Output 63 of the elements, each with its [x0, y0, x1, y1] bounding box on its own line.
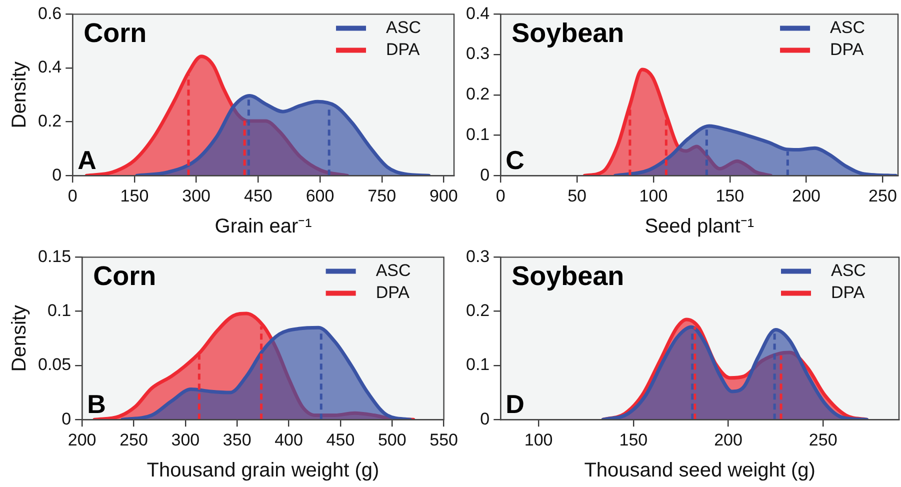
x-tick-label: 550: [430, 430, 458, 450]
chart-title: Soybean: [512, 261, 624, 292]
y-tick-label: 0: [480, 409, 490, 428]
legend-label: DPA: [386, 40, 420, 59]
y-tick-label: 0: [480, 165, 490, 184]
x-axis-title: Thousand seed weight (g): [584, 460, 816, 482]
legend-label: ASC: [830, 18, 865, 37]
x-tick-label: 250: [120, 430, 148, 450]
annotation: B: [87, 388, 106, 419]
x-tick-label: 450: [326, 430, 355, 450]
x-tick-label: 150: [716, 186, 744, 206]
y-tick-label: 0.4: [38, 58, 62, 77]
y-tick-label: 0.2: [466, 301, 490, 320]
x-axis-title: Thousand grain weight (g): [146, 460, 380, 482]
x-tick-label: 600: [306, 186, 334, 206]
x-tick-label: 150: [619, 430, 648, 450]
y-tick-label: 0.1: [466, 355, 490, 374]
x-tick-label: 900: [430, 186, 458, 206]
legend-label: DPA: [376, 282, 410, 302]
x-tick-label: 200: [68, 430, 96, 450]
y-tick-label: 0.05: [38, 355, 72, 374]
x-tick-label: 50: [568, 186, 587, 206]
x-tick-label: 450: [244, 186, 272, 206]
x-tick-label: 150: [120, 186, 149, 206]
x-axis-title: Grain ear⁻¹: [214, 216, 312, 238]
y-tick-label: 0.4: [466, 4, 490, 23]
x-tick-label: 400: [274, 430, 303, 450]
y-axis-title: Density: [8, 62, 31, 128]
chart-title: Corn: [84, 18, 147, 48]
legend-label: ASC: [831, 260, 866, 280]
x-tick-label: 100: [639, 186, 668, 206]
legend-label: ASC: [376, 260, 411, 280]
x-tick-label: 750: [368, 186, 396, 206]
x-tick-label: 200: [792, 186, 821, 206]
y-tick-label: 0.3: [466, 44, 490, 64]
y-axis-title: Density: [8, 305, 31, 372]
x-tick-label: 250: [808, 430, 838, 450]
x-tick-label: 0: [496, 186, 506, 206]
y-tick-label: 0: [52, 165, 62, 184]
y-tick-label: 0.6: [38, 4, 62, 23]
x-axis-title: Seed plant⁻¹: [644, 216, 754, 238]
legend-label: ASC: [386, 18, 421, 37]
annotation: A: [78, 144, 97, 175]
y-tick-label: 0.2: [466, 84, 490, 104]
legend-label: DPA: [831, 282, 866, 302]
y-tick-label: 0: [62, 409, 72, 428]
y-tick-label: 0.15: [38, 246, 72, 266]
chart-title: Corn: [93, 261, 156, 292]
y-tick-label: 0.1: [466, 124, 490, 144]
chart-title: Soybean: [512, 18, 624, 48]
x-tick-label: 200: [714, 430, 742, 450]
x-tick-label: 250: [868, 186, 897, 206]
annotation: D: [506, 388, 524, 419]
y-tick-label: 0.3: [466, 246, 490, 266]
y-tick-label: 0.1: [47, 301, 72, 320]
x-tick-label: 350: [222, 430, 252, 450]
x-tick-label: 100: [524, 430, 553, 450]
x-tick-label: 300: [171, 430, 200, 450]
annotation: C: [506, 144, 525, 175]
legend-label: DPA: [830, 40, 864, 59]
x-tick-label: 300: [182, 186, 211, 206]
y-tick-label: 0.2: [38, 111, 62, 130]
x-tick-label: 500: [378, 430, 406, 450]
